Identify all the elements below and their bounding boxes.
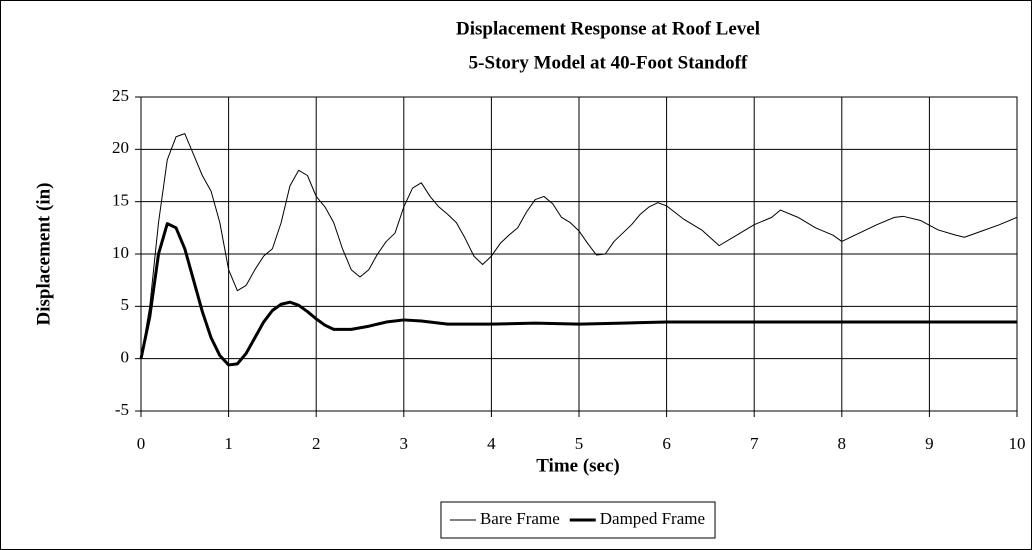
y-tick-label: 15 bbox=[112, 191, 129, 210]
chart-title: Displacement Response at Roof Level bbox=[456, 18, 760, 39]
x-tick-label: 7 bbox=[750, 434, 759, 453]
y-tick-label: 5 bbox=[121, 295, 130, 314]
series-line bbox=[139, 222, 1017, 367]
y-tick-label: 20 bbox=[112, 138, 129, 157]
x-tick-label: 4 bbox=[487, 434, 496, 453]
chart-subtitle: 5-Story Model at 40-Foot Standoff bbox=[469, 52, 748, 73]
x-tick-label: 3 bbox=[400, 434, 409, 453]
x-axis-title: Time (sec) bbox=[536, 455, 620, 476]
y-axis-title: Displacement (in) bbox=[33, 182, 54, 325]
x-tick-label: 2 bbox=[312, 434, 321, 453]
y-tick-label: -5 bbox=[115, 400, 129, 419]
y-tick-label: 10 bbox=[112, 243, 129, 262]
x-tick-label: 0 bbox=[137, 434, 146, 453]
x-tick-label: 5 bbox=[575, 434, 584, 453]
x-tick-label: 8 bbox=[838, 434, 847, 453]
x-tick-label: 1 bbox=[224, 434, 233, 453]
series-line bbox=[140, 133, 1018, 359]
x-tick-label: 6 bbox=[662, 434, 671, 453]
legend-label: Bare Frame bbox=[480, 509, 560, 528]
y-tick-label: 25 bbox=[112, 86, 129, 105]
legend-label: Damped Frame bbox=[600, 509, 705, 528]
x-tick-label: 9 bbox=[925, 434, 934, 453]
y-tick-label: 0 bbox=[121, 348, 130, 367]
x-tick-label: 10 bbox=[1009, 434, 1026, 453]
